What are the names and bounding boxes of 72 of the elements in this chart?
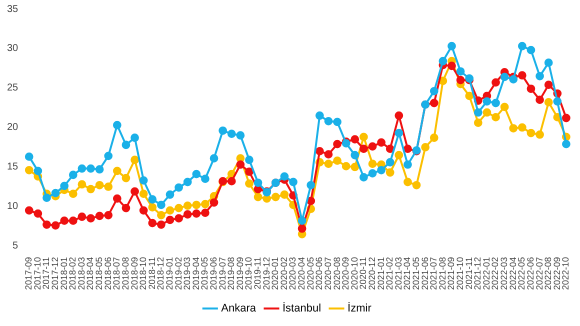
y-tick-label: 5 [12, 240, 19, 252]
x-tick-label: 2019-09 [234, 256, 245, 290]
x-tick-label: 2020-09 [340, 256, 351, 290]
x-tick-label: 2021-07 [428, 256, 439, 290]
x-tick-label: 2017-11 [41, 256, 52, 290]
x-tick-label: 2020-03 [288, 256, 298, 290]
x-tick-label: 2019-06 [208, 256, 219, 290]
x-tick-label: 2018-05 [94, 256, 104, 290]
y-tick-label: 35 [7, 4, 19, 15]
x-tick-label: 2019-07 [217, 256, 228, 290]
x-tick-label: 2019-10 [244, 256, 254, 290]
x-tick-label: 2021-12 [472, 256, 483, 290]
x-tick-label: 2018-06 [102, 256, 113, 290]
x-tick-label: 2020-10 [349, 256, 360, 290]
x-tick-label: 2021-05 [411, 256, 422, 290]
x-tick-label: 2018-07 [112, 256, 122, 290]
x-tick-label: 2022-02 [490, 256, 500, 290]
x-tick-label: 2021-06 [420, 256, 430, 290]
legend-label: İzmir [348, 302, 372, 315]
x-tick-label: 2021-02 [384, 256, 395, 290]
x-tick-label: 2020-01 [270, 256, 280, 290]
x-tick-label: 2019-12 [261, 256, 272, 290]
x-tick-label: 2022-03 [499, 256, 510, 290]
x-tick-label: 2018-04 [85, 256, 96, 290]
x-tick-label: 2017-12 [50, 256, 60, 290]
x-tick-label: 2021-03 [393, 256, 404, 290]
x-tick-label: 2018-02 [68, 256, 78, 290]
x-tick-label: 2019-08 [226, 256, 236, 290]
y-tick-label: 10 [7, 201, 19, 212]
x-tick-label: 2020-04 [296, 256, 307, 290]
x-tick-label: 2018-09 [129, 256, 140, 290]
x-tick-label: 2022-05 [516, 256, 527, 290]
x-tick-label: 2017-10 [32, 256, 42, 290]
x-tick-label: 2021-11 [464, 256, 474, 290]
x-tick-label: 2020-06 [314, 256, 324, 290]
x-tick-label: 2017-09 [24, 256, 34, 290]
x-tick-label: 2021-04 [402, 256, 412, 290]
x-tick-label: 2020-11 [358, 256, 368, 290]
x-tick-label: 2022-09 [552, 256, 562, 290]
x-tick-label: 2021-08 [437, 256, 448, 290]
x-tick-label: 2020-12 [366, 256, 377, 290]
x-tick-label: 2018-08 [120, 256, 130, 290]
y-tick-label: 30 [7, 43, 19, 54]
legend-label: Ankara [221, 302, 257, 315]
x-tick-label: 2019-11 [252, 256, 263, 290]
x-tick-label: 2020-08 [332, 256, 342, 290]
x-tick-label: 2022-10 [560, 256, 571, 290]
x-tick-label: 2021-10 [455, 256, 466, 290]
y-tick-label: 15 [7, 162, 19, 173]
x-tick-label: 2022-01 [481, 256, 492, 290]
x-tick-label: 2022-08 [543, 256, 554, 290]
x-tick-label: 2018-10 [138, 256, 148, 290]
x-tick-label: 2019-02 [173, 256, 184, 290]
x-tick-label: 2022-06 [525, 256, 536, 290]
x-tick-label: 2019-03 [182, 256, 192, 290]
x-tick-label: 2022-07 [534, 256, 544, 290]
x-tick-label: 2018-11 [146, 256, 157, 290]
x-tick-label: 2018-12 [156, 256, 166, 290]
x-tick-label: 2020-07 [322, 256, 333, 290]
x-tick-label: 2020-02 [278, 256, 289, 290]
y-tick-label: 20 [7, 122, 19, 134]
x-tick-label: 2018-03 [76, 256, 86, 290]
x-tick-label: 2022-04 [508, 256, 518, 290]
x-tick-label: 2019-05 [200, 256, 210, 290]
x-tick-label: 2018-01 [58, 256, 69, 290]
x-tick-label: 2019-01 [164, 256, 174, 290]
x-tick-label: 2019-04 [190, 256, 201, 290]
x-tick-label: 2020-05 [305, 256, 316, 290]
y-tick-label: 25 [7, 82, 19, 94]
x-tick-label: 2021-01 [376, 256, 386, 290]
x-tick-label: 2021-09 [446, 256, 456, 290]
legend-label: İstanbul [282, 302, 322, 315]
